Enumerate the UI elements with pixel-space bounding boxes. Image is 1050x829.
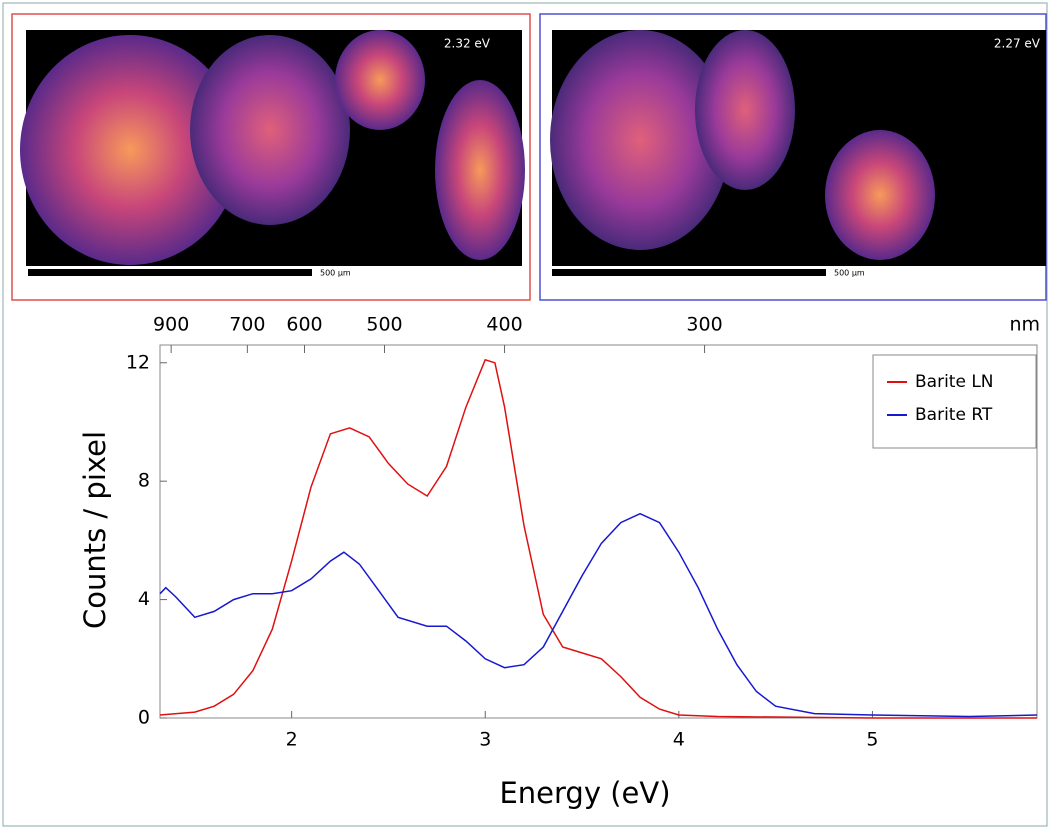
- series-line: [159, 512, 1038, 718]
- x-tick-label: 3: [479, 729, 491, 751]
- x2-tick-label: 300: [686, 314, 722, 336]
- legend-label: Barite LN: [915, 372, 994, 392]
- plot-area: [159, 344, 1038, 719]
- x2-tick-label: 400: [486, 314, 522, 336]
- energy-label: 2.32 eV: [444, 37, 491, 51]
- series-line: [159, 358, 1037, 719]
- y-tick-label: 8: [138, 470, 150, 492]
- x-tick-label: 5: [866, 729, 878, 751]
- image-region: [550, 30, 730, 250]
- y-tick-label: 12: [126, 351, 150, 373]
- legend-label: Barite RT: [915, 405, 993, 425]
- image-region: [825, 130, 935, 260]
- image-region: [20, 35, 240, 265]
- image-region: [335, 30, 425, 130]
- x2-tick-label: 500: [366, 314, 402, 336]
- x2-tick-label: 600: [286, 314, 322, 336]
- x2-tick-label: 900: [153, 314, 189, 336]
- x-axis-title: Energy (eV): [499, 776, 670, 810]
- x2-axis-unit: nm: [1009, 314, 1040, 336]
- scale-label: 500 µm: [320, 269, 351, 278]
- y-axis-title: Counts / pixel: [78, 431, 112, 629]
- image-region: [695, 30, 795, 190]
- scale-label: 500 µm: [834, 269, 865, 278]
- legend-box: [872, 354, 1037, 449]
- image-panel: 2.27 eV 500 µm: [539, 13, 1047, 301]
- x-tick-label: 4: [673, 729, 685, 751]
- y-tick-label: 4: [138, 588, 150, 610]
- energy-label: 2.27 eV: [994, 37, 1041, 51]
- x-tick-label: 2: [286, 729, 298, 751]
- panel-border: [11, 13, 531, 301]
- image-panel: 2.32 eV 500 µm: [11, 13, 531, 301]
- y-tick-label: 0: [138, 707, 150, 729]
- scale-bar: [28, 269, 312, 276]
- scale-bar: [552, 269, 826, 276]
- x2-tick-label: 700: [229, 314, 265, 336]
- image-region: [190, 35, 350, 225]
- image-region: [435, 80, 525, 260]
